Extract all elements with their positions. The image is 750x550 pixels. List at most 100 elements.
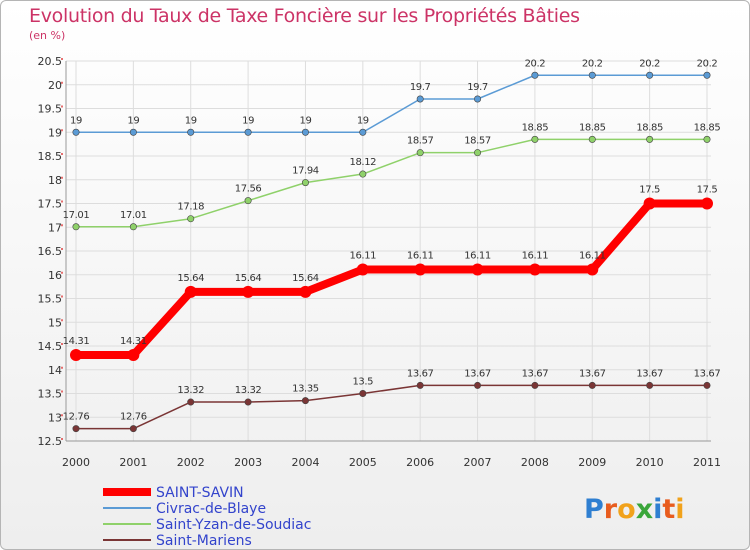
data-point [356,263,369,276]
chart-title: Evolution du Taux de Taxe Foncière sur l… [29,5,580,27]
data-point [301,179,309,187]
y-tick-label: 13.5 [38,388,63,401]
data-point [531,71,539,79]
data-point [129,425,137,433]
data-label: 18.57 [407,136,434,147]
data-point [416,95,424,103]
data-point [129,128,137,136]
data-label: 18.85 [694,122,721,133]
x-tick-label: 2002 [177,456,205,469]
data-label: 20.2 [525,58,546,69]
data-label: 18.85 [636,122,663,133]
series-line-2 [76,138,707,228]
data-label: 16.11 [407,251,434,262]
data-point [244,128,252,136]
data-point [703,135,711,143]
data-point [646,135,654,143]
y-tick-label: 12.5 [38,435,63,448]
data-point [474,381,482,389]
data-point [187,398,195,406]
data-label: 14.31 [63,336,90,347]
y-tick-label: 19 [48,126,62,139]
data-point [129,223,137,231]
data-point [187,215,195,223]
data-label: 13.67 [636,368,663,379]
y-tick-label: 15.5 [38,293,63,306]
data-label: 12.76 [120,412,147,423]
data-label: 18.57 [464,136,491,147]
data-label: 20.2 [639,58,660,69]
data-point [471,263,484,276]
data-point [359,170,367,178]
y-tick-label: 20.5 [38,55,63,68]
data-point [359,389,367,397]
data-point [588,135,596,143]
series-line-1 [76,74,707,133]
x-tick-label: 2006 [406,456,434,469]
legend-label: Saint-Mariens [156,533,252,549]
data-label: 13.67 [464,368,491,379]
label-layer: 12.76 12.76 13.32 13.32 13.35 13.5 13.67 13.67 1… [63,58,721,422]
data-label: 13.67 [522,368,549,379]
data-point [416,381,424,389]
data-point [588,381,596,389]
data-point [72,223,80,231]
data-point [72,425,80,433]
data-label: 17.5 [697,185,718,196]
x-tick-label: 2008 [521,456,549,469]
data-label: 19.7 [467,82,488,93]
data-label: 15.64 [235,273,262,284]
x-tick-label: 2001 [119,456,147,469]
y-tick-label: 14 [48,364,62,377]
data-label: 16.11 [579,251,606,262]
data-label: 13.67 [579,368,606,379]
data-label: 13.32 [177,385,204,396]
data-point [244,398,252,406]
series-layer [70,71,713,433]
data-label: 19 [185,115,197,126]
data-point [72,128,80,136]
data-point [646,71,654,79]
data-label: 15.64 [177,273,204,284]
x-tick-label: 2003 [234,456,262,469]
data-point [531,135,539,143]
data-point [474,95,482,103]
legend-label: Saint-Yzan-de-Soudiac [156,517,311,533]
data-label: 13.67 [694,368,721,379]
data-point [531,381,539,389]
series-line-0 [76,199,707,360]
data-label: 13.5 [352,377,373,388]
data-label: 19 [70,115,82,126]
data-label: 17.18 [177,202,204,213]
data-point [187,128,195,136]
data-point [242,285,255,298]
y-tick-label: 20 [48,79,62,92]
data-label: 19 [127,115,139,126]
x-tick-label: 2010 [636,456,664,469]
data-label: 19.7 [410,82,431,93]
data-point [301,128,309,136]
data-label: 17.56 [235,184,262,195]
data-label: 16.11 [349,251,376,262]
data-label: 18.12 [349,157,376,168]
legend: SAINT-SAVINCivrac-de-BlayeSaint-Yzan-de-… [103,485,311,549]
x-tick-label: 2009 [578,456,606,469]
data-label: 14.31 [120,336,147,347]
data-label: 18.85 [522,122,549,133]
data-label: 17.01 [120,210,147,221]
data-label: 16.11 [464,251,491,262]
data-label: 19 [299,115,311,126]
x-tick-label: 2005 [349,456,377,469]
data-point [703,71,711,79]
y-tick-label: 18 [48,174,62,187]
y-tick-label: 13 [48,411,62,424]
data-point [184,285,197,298]
chart-subtitle: (en %) [29,29,66,42]
legend-label: Civrac-de-Blaye [156,501,266,517]
proxiti-logo: Proxiti [584,494,685,525]
data-label: 17.01 [63,210,90,221]
y-tick-label: 17.5 [38,198,63,211]
data-label: 16.11 [522,251,549,262]
